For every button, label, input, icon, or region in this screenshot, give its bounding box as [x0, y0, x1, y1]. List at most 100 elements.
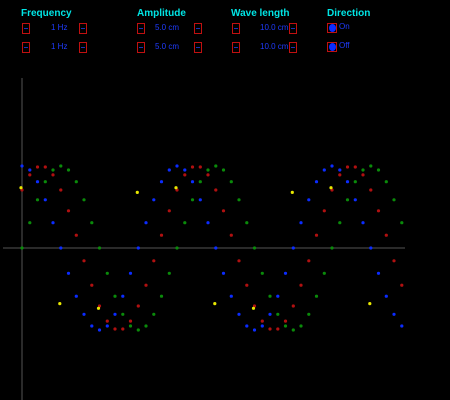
wave-point: [222, 272, 225, 275]
wave-point: [361, 173, 364, 176]
wave-point: [144, 221, 147, 224]
wave-point: [392, 259, 395, 262]
wave-point: [369, 188, 372, 191]
wave-point: [82, 259, 85, 262]
wave-point: [261, 320, 264, 323]
wave-point: [183, 221, 186, 224]
wave-point: [284, 272, 287, 275]
wave-point: [268, 327, 271, 330]
wave-point: [284, 320, 287, 323]
wave-point: [51, 173, 54, 176]
wave-point: [175, 246, 178, 249]
wave-point: [160, 295, 163, 298]
wave-point: [237, 313, 240, 316]
wave-point: [44, 198, 47, 201]
wave-point: [261, 272, 264, 275]
wave-point: [20, 164, 23, 167]
wave-point: [377, 272, 380, 275]
wave-point: [191, 180, 194, 183]
wave-point: [329, 186, 332, 189]
wave-point: [137, 246, 140, 249]
wave-point: [121, 313, 124, 316]
wave-point: [213, 302, 216, 305]
wave-point: [199, 180, 202, 183]
wave-point: [129, 324, 132, 327]
wave-point: [113, 313, 116, 316]
wave-point: [222, 209, 225, 212]
wave-point: [44, 180, 47, 183]
wave-point: [276, 295, 279, 298]
wave-point: [144, 284, 147, 287]
wave-point: [28, 168, 31, 171]
wave-point: [129, 272, 132, 275]
wave-point: [237, 198, 240, 201]
wave-point: [90, 284, 93, 287]
wave-point: [268, 295, 271, 298]
wave-point: [276, 313, 279, 316]
wave-point: [168, 168, 171, 171]
wave-point: [19, 186, 22, 189]
wave-point: [346, 198, 349, 201]
wave-point: [323, 168, 326, 171]
wave-point: [20, 246, 23, 249]
wave-point: [214, 164, 217, 167]
wave-point: [385, 180, 388, 183]
wave-point: [113, 327, 116, 330]
wave-point: [323, 272, 326, 275]
wave-point: [106, 320, 109, 323]
wave-point: [175, 164, 178, 167]
wave-point: [121, 327, 124, 330]
wave-point: [400, 221, 403, 224]
wave-point: [113, 295, 116, 298]
wave-point: [276, 327, 279, 330]
wave-point: [199, 198, 202, 201]
wave-point: [369, 246, 372, 249]
wave-point: [137, 304, 140, 307]
wave-point: [67, 272, 70, 275]
wave-point: [129, 320, 132, 323]
wave-point: [98, 328, 101, 331]
wave-point: [59, 164, 62, 167]
wave-point: [75, 234, 78, 237]
wave-point: [307, 198, 310, 201]
wave-point: [253, 328, 256, 331]
wave-point: [245, 284, 248, 287]
wave-point: [206, 221, 209, 224]
wave-point: [152, 313, 155, 316]
wave-point: [237, 259, 240, 262]
wave-point: [214, 188, 217, 191]
wave-point: [377, 168, 380, 171]
wave-point: [59, 246, 62, 249]
wave-point: [299, 324, 302, 327]
wave-point: [230, 295, 233, 298]
wave-point: [152, 198, 155, 201]
wave-point: [174, 186, 177, 189]
wave-point: [354, 198, 357, 201]
wave-point: [338, 173, 341, 176]
wave-point: [82, 313, 85, 316]
wave-point: [307, 313, 310, 316]
wave-point: [299, 221, 302, 224]
wave-point: [44, 165, 47, 168]
wave-point: [392, 313, 395, 316]
wave-point: [106, 324, 109, 327]
wave-point: [36, 198, 39, 201]
wave-point: [183, 168, 186, 171]
wave-point: [36, 180, 39, 183]
wave-point: [152, 259, 155, 262]
wave-point: [183, 173, 186, 176]
wave-point: [75, 295, 78, 298]
wave-point: [58, 302, 61, 305]
wave-point: [400, 324, 403, 327]
wave-point: [400, 284, 403, 287]
wave-point: [354, 165, 357, 168]
wave-point: [346, 165, 349, 168]
wave-point: [307, 259, 310, 262]
wave-point: [98, 246, 101, 249]
wave-point: [97, 307, 100, 310]
wave-point: [354, 180, 357, 183]
wave-point: [291, 191, 294, 194]
wave-point: [268, 313, 271, 316]
wave-point: [121, 295, 124, 298]
